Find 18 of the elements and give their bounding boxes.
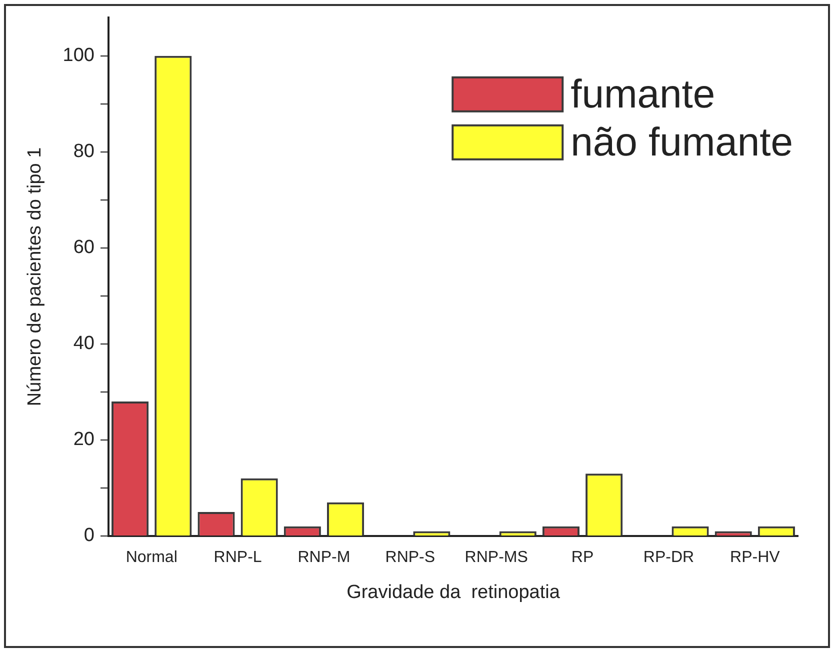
x-tick-label: RNP-MS	[464, 549, 528, 566]
y-tick-label: 20	[73, 429, 94, 450]
x-tick-label: RNP-S	[385, 549, 436, 566]
y-tick-label: 60	[73, 237, 94, 258]
x-tick-label: RP	[571, 549, 594, 566]
y-tick-label: 100	[62, 45, 94, 66]
legend-label: não fumante	[570, 120, 794, 164]
legend-label: fumante	[570, 72, 716, 116]
x-tick-label: RP-DR	[643, 549, 694, 566]
x-tick-label: Normal	[126, 549, 178, 566]
y-tick-label: 0	[84, 525, 94, 546]
y-tick-label: 80	[73, 141, 94, 162]
y-tick-label: 40	[73, 333, 94, 354]
x-tick-label: RP-HV	[730, 549, 780, 566]
x-axis-title: Gravidade da retinopatia	[346, 582, 560, 603]
y-axis-title: Número de pacientes do tipo 1	[24, 147, 46, 406]
x-tick-label: RNP-L	[214, 549, 262, 566]
x-tick-label: RNP-M	[298, 549, 350, 566]
